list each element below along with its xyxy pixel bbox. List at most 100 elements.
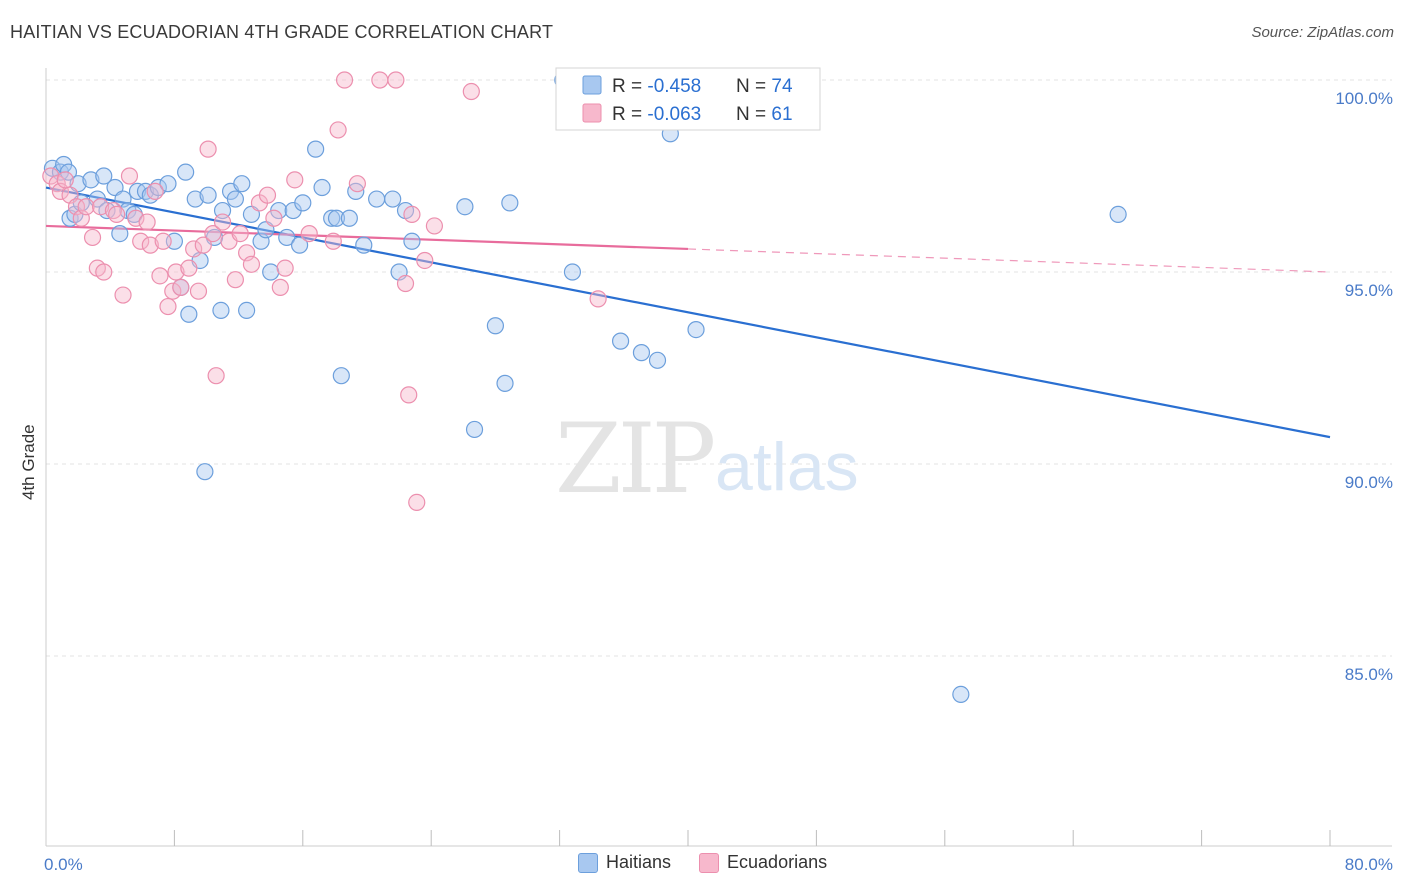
ecuadorian-point (226, 271, 244, 289)
legend-n-value-1: 74 (771, 76, 793, 97)
haitian-point (368, 190, 386, 208)
svg-text:R = -0.458: R = -0.458 (612, 76, 701, 97)
ecuadorian-point (114, 286, 132, 304)
svg-text:N = 61: N = 61 (736, 104, 793, 125)
grid-lines (46, 79, 1392, 657)
haitian-point (233, 175, 251, 193)
legend-top: R = -0.458 N = 74 R = -0.063 N = 61 (555, 67, 821, 131)
legend-swatch-ecuadorians (582, 103, 602, 123)
haitian-point (403, 232, 421, 250)
ecuadorian-point (403, 205, 421, 223)
legend-swatch-haitians (582, 75, 602, 95)
ecuadorian-point (185, 240, 203, 258)
chart-title: HAITIAN VS ECUADORIAN 4TH GRADE CORRELAT… (10, 22, 554, 42)
legend-r-value-1: -0.458 (647, 76, 701, 97)
y-tick-label: 90.0% (1345, 473, 1393, 492)
haitian-point (212, 301, 230, 319)
ecuadorian-point (120, 167, 139, 185)
legend-n-label-1: N = (736, 76, 771, 97)
haitian-point (332, 367, 350, 385)
ecuadorian-point (425, 217, 444, 235)
ecuadorian-point (172, 278, 190, 296)
y-tick-label: 100.0% (1335, 89, 1393, 108)
watermark: ZIP atlas (555, 403, 859, 515)
haitian-point (196, 463, 214, 481)
axes (45, 68, 1392, 847)
ecuadorian-point (462, 82, 480, 101)
haitian-point (456, 198, 474, 216)
ecuadorian-point (167, 263, 185, 281)
ecuadorian-point (83, 228, 102, 247)
haitian-point (313, 178, 331, 197)
ecuadorian-point (242, 255, 261, 273)
svg-text:R = -0.063: R = -0.063 (612, 104, 701, 125)
legend-item-haitians: Haitians (578, 852, 671, 873)
haitian-point (177, 163, 195, 181)
ecuadorian-point (589, 290, 607, 308)
x-tick-label: 80.0% (1345, 855, 1393, 874)
haitian-point (186, 190, 204, 208)
legend-n-label-2: N = (736, 104, 771, 125)
ecuadorian-point (348, 175, 366, 193)
legend-r-label-2: R = (612, 104, 647, 125)
ecuadorian-point (400, 386, 418, 404)
ecuadorian-point (91, 198, 110, 216)
ecuadorian-point (159, 297, 177, 316)
haitian-point (111, 225, 129, 243)
haitian-point (563, 263, 582, 281)
ecuadorian-point (127, 209, 145, 227)
ecuadorian-point (108, 205, 126, 223)
haitian-point (1109, 205, 1127, 223)
haitian-trend-line (45, 186, 1331, 439)
legend-n-value-2: 61 (771, 104, 792, 125)
haitian-point (290, 236, 309, 254)
ecuadorian-point (151, 267, 169, 285)
haitian-point (465, 420, 484, 439)
haitian-point (648, 351, 667, 369)
ecuadorian-point (164, 282, 182, 300)
haitian-point (486, 317, 504, 335)
y-tick-label: 85.0% (1345, 665, 1393, 684)
ecuadorian-point (95, 263, 113, 281)
ecuadorian-point (77, 198, 95, 216)
haitian-point (952, 685, 970, 704)
y-axis-label: 4th Grade (19, 424, 38, 500)
haitian-point (496, 374, 514, 392)
watermark-atlas: atlas (715, 429, 859, 505)
haitian-point (501, 194, 519, 212)
ecuadorian-point (335, 71, 354, 89)
haitian-point (226, 190, 244, 208)
haitian-point (199, 186, 217, 204)
ecuadorian-point (138, 213, 156, 231)
legend-label-haitians: Haitians (606, 852, 672, 872)
ecuadorian-point (204, 225, 222, 243)
bottom-legend: Haitians Ecuadorians (578, 852, 845, 873)
haitian-point (340, 209, 358, 227)
haitian-point (180, 305, 198, 323)
legend-swatch (699, 852, 720, 873)
haitian-point (95, 167, 113, 185)
ecuadorian-point (199, 140, 217, 158)
ecuadorian-point (396, 274, 415, 293)
legend-swatch (578, 852, 598, 873)
y-tick-label: 95.0% (1345, 281, 1393, 300)
haitian-point (159, 175, 177, 193)
haitian-point (327, 209, 346, 227)
haitian-point (323, 209, 341, 227)
ecuadorian-point (189, 282, 208, 300)
haitian-point (82, 171, 100, 189)
ecuadorian-point (231, 225, 249, 243)
ecuadorian-point (371, 71, 389, 89)
haitian-point (355, 236, 373, 254)
ecuadorian-point (416, 251, 434, 270)
ecuadorian-point (286, 171, 304, 189)
ecuadorian-point (324, 232, 342, 250)
haitian-point (307, 140, 325, 158)
ecuadorian-point (408, 493, 426, 511)
legend-label-ecuadorians: Ecuadorians (727, 852, 828, 872)
ecuadorian-point (276, 259, 294, 277)
haitian-point (238, 301, 256, 319)
ecuadorian-point (146, 182, 164, 200)
ecuadorian-point (387, 71, 405, 89)
